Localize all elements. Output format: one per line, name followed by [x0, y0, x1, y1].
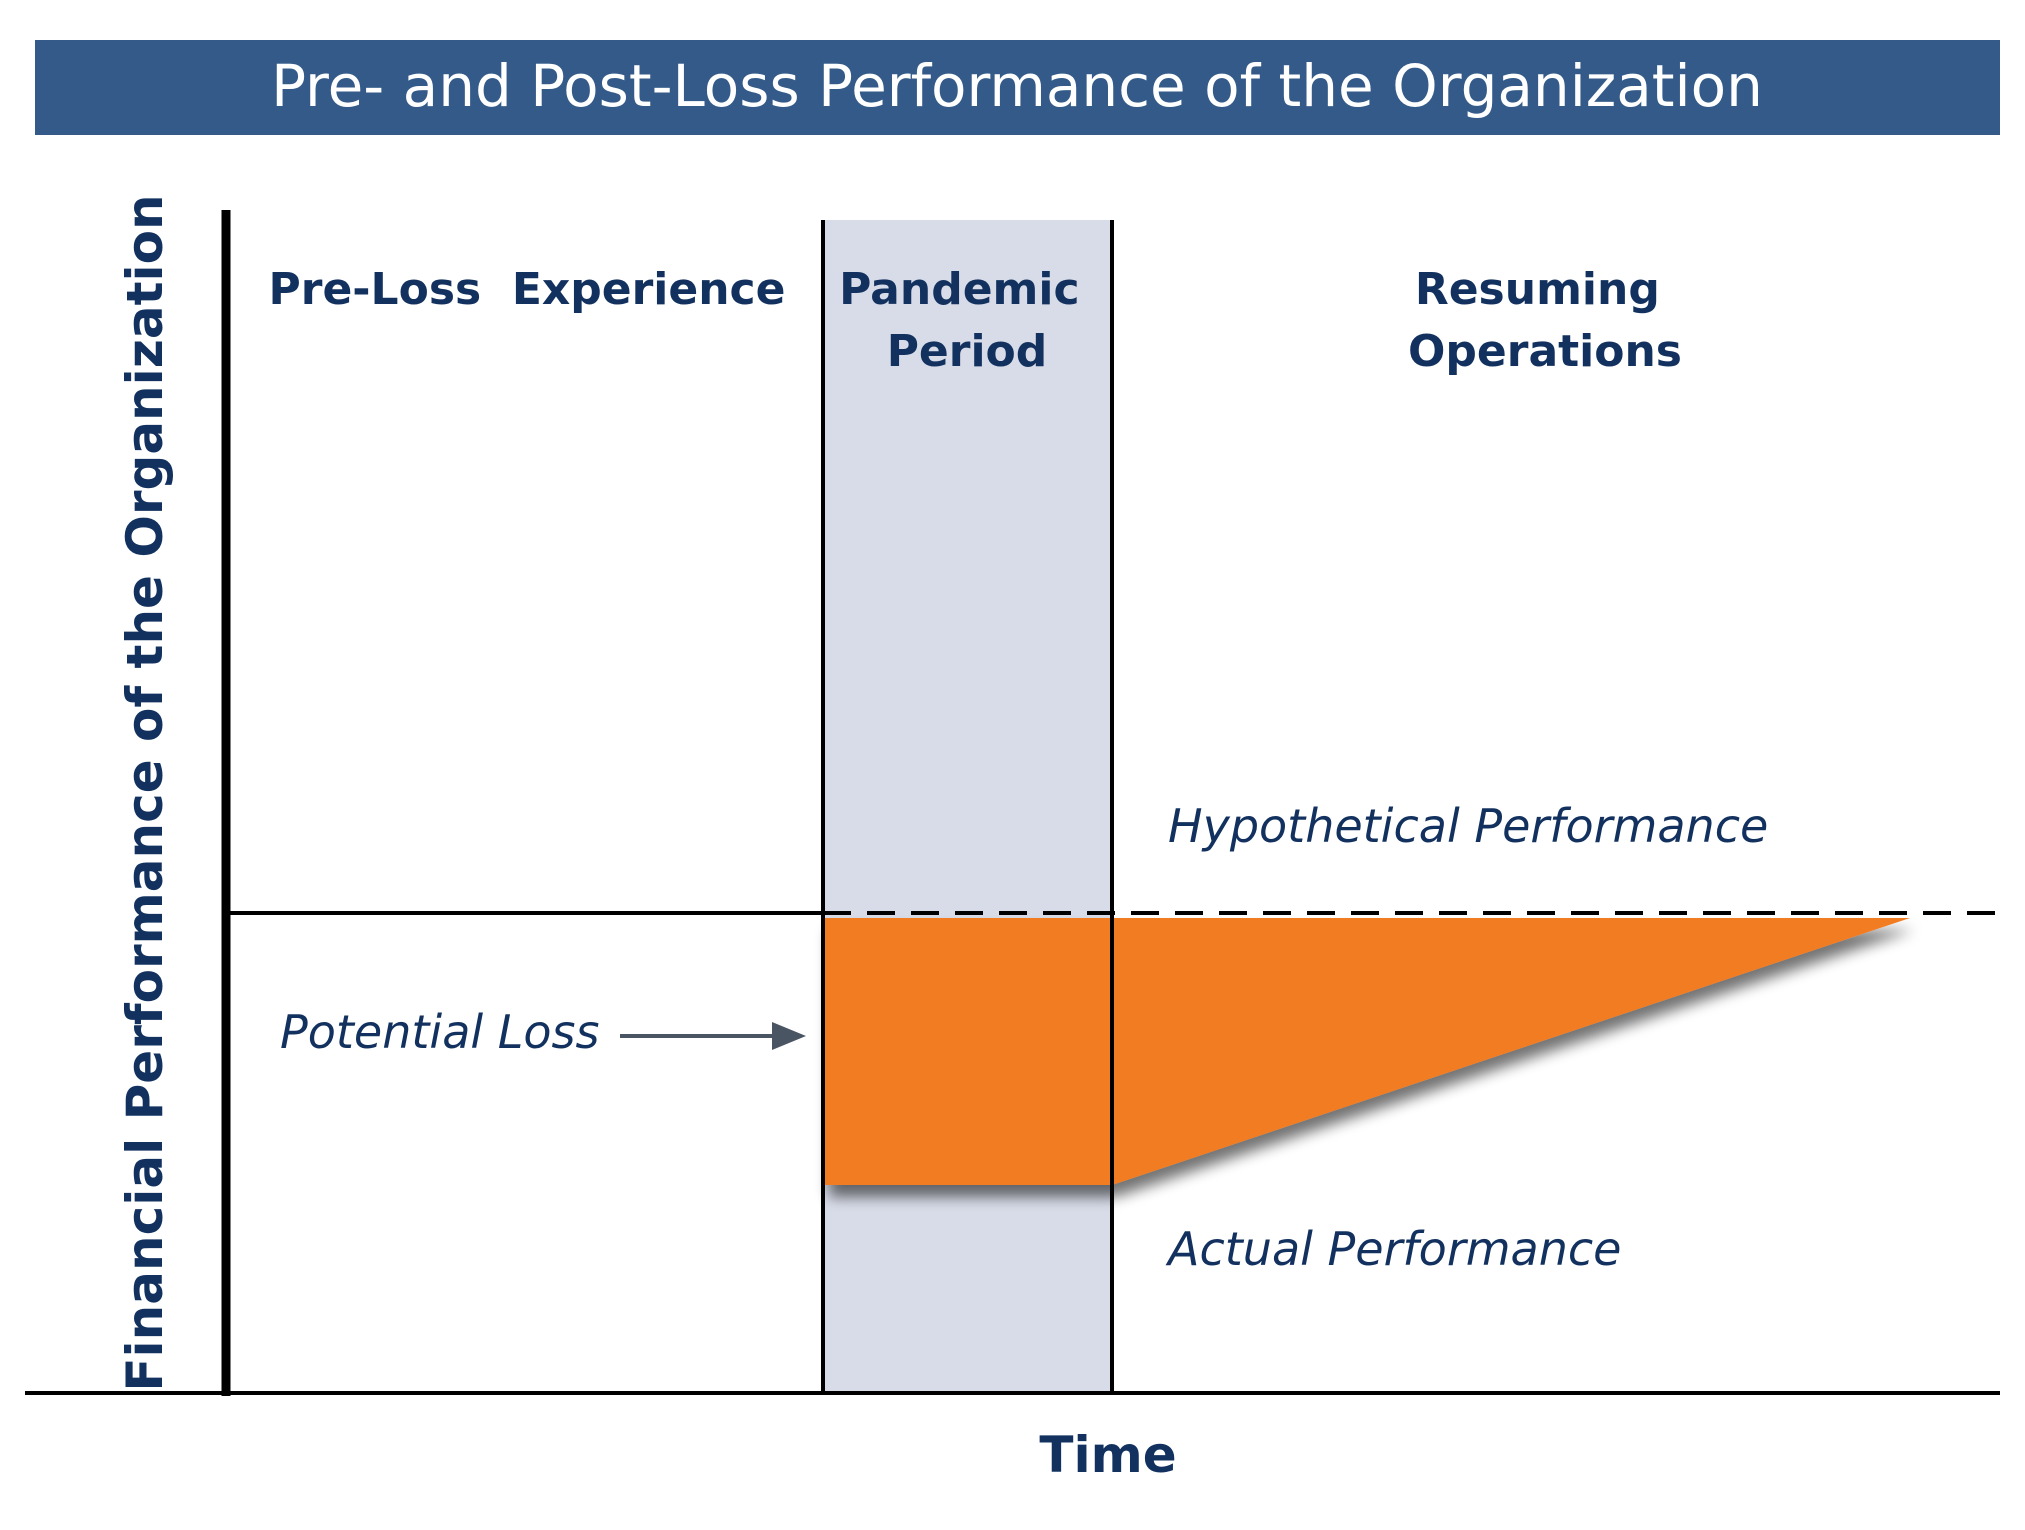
- phase-label-resuming: Resuming Operations: [1408, 264, 1682, 377]
- title-bar: [35, 40, 2000, 135]
- actual-performance-label: Actual Performance: [1165, 1222, 1622, 1276]
- phase-label-pre-loss: Pre-Loss Experience: [269, 264, 786, 315]
- potential-loss-label: Potential Loss: [280, 1005, 599, 1059]
- potential-loss-arrow: [620, 1022, 806, 1050]
- x-axis-label: Time: [1039, 1426, 1176, 1484]
- pandemic-period-band: [823, 220, 1112, 1393]
- potential-loss-area: [825, 918, 1910, 1185]
- phase-label-pandemic: Pandemic Period: [839, 264, 1095, 377]
- y-axis-label: Financial Performance of the Organizatio…: [116, 194, 174, 1391]
- page-title: Pre- and Post-Loss Performance of the Or…: [271, 52, 1763, 120]
- hypothetical-performance-label: Hypothetical Performance: [1168, 799, 1768, 853]
